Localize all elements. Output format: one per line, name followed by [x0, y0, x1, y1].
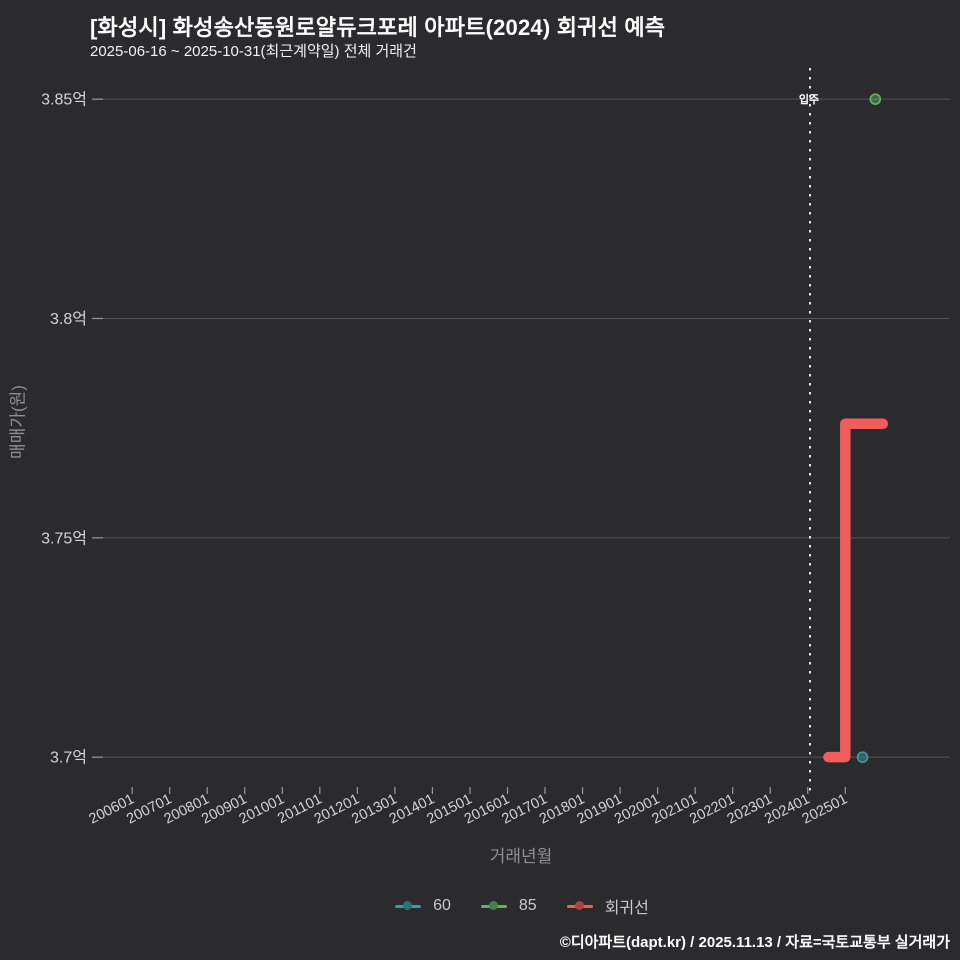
data-point-60[interactable]	[856, 751, 869, 763]
footer-credit: ©디아파트(dapt.kr) / 2025.11.13 / 자료=국토교통부 실…	[559, 934, 950, 951]
legend-marker-icon	[480, 901, 507, 911]
legend-label: 85	[518, 897, 537, 914]
y-tick-label: 3.7억	[50, 749, 87, 767]
move-in-annotation-label: 입주	[799, 93, 819, 106]
regression-line[interactable]	[823, 418, 889, 763]
x-axis-title: 거래년월	[489, 847, 553, 866]
data-point-85[interactable]	[869, 93, 882, 105]
legend-marker-icon	[395, 901, 422, 911]
y-tick-label: 3.85억	[41, 91, 87, 109]
legend-label: 회귀선	[604, 900, 649, 917]
chart-title: [화성시] 화성송산동원로얄듀크포레 아파트(2024) 회귀선 예측	[90, 15, 666, 40]
y-tick-label: 3.8억	[50, 310, 87, 328]
legend-item-85[interactable]: 85	[480, 897, 537, 915]
y-axis-title: 매매가(원)	[8, 385, 28, 459]
legend-item-회귀선[interactable]: 회귀선	[566, 894, 649, 918]
legend-item-60[interactable]: 60	[395, 897, 451, 915]
legend-marker-icon	[566, 901, 593, 911]
y-tick-label: 3.75억	[41, 529, 87, 547]
legend: 60 85 회귀선	[42, 894, 960, 918]
chart-subtitle: 2025-06-16 ~ 2025-10-31(최근계약일) 전체 거래건	[90, 43, 417, 60]
legend-label: 60	[433, 897, 451, 914]
